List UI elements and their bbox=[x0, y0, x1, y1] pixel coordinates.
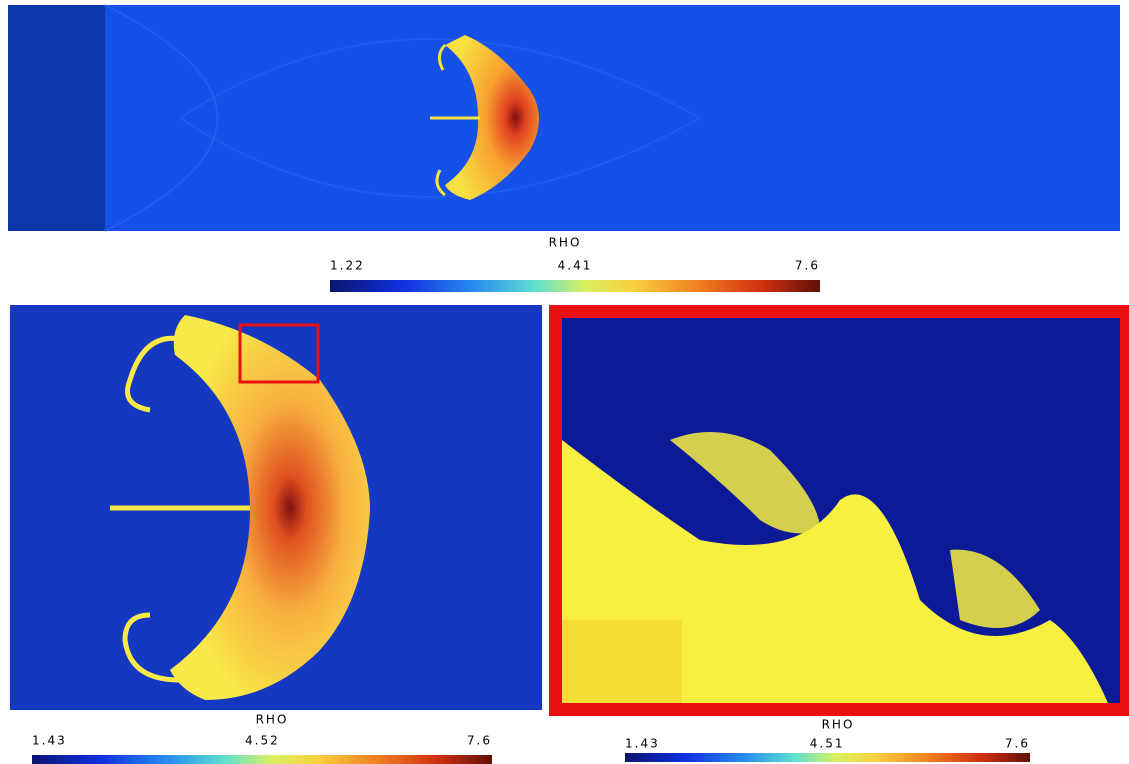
colorbar-label: RHO bbox=[256, 713, 289, 727]
top-field bbox=[8, 4, 1120, 232]
colorbar-tick-label: 4.41 bbox=[558, 259, 593, 273]
colorbar-label: RHO bbox=[822, 718, 855, 732]
colorbar-tick-label: 7.6 bbox=[467, 734, 492, 748]
colorbar-tick-label: 7.6 bbox=[1005, 737, 1030, 751]
colorbar-tick-label: 4.52 bbox=[245, 734, 280, 748]
colorbar bbox=[625, 753, 1030, 762]
colorbar-label: RHO bbox=[549, 236, 582, 250]
left-field bbox=[10, 305, 542, 710]
colorbar-tick-label: 4.51 bbox=[810, 737, 845, 751]
colorbar bbox=[330, 280, 820, 292]
colorbar-tick-label: 1.22 bbox=[330, 259, 365, 273]
colorbar bbox=[32, 755, 492, 764]
colorbar-tick-label: 1.43 bbox=[32, 734, 67, 748]
right-field bbox=[549, 305, 1129, 716]
colorbar-tick-label: 7.6 bbox=[795, 259, 820, 273]
colorbar-tick-label: 1.43 bbox=[625, 737, 660, 751]
